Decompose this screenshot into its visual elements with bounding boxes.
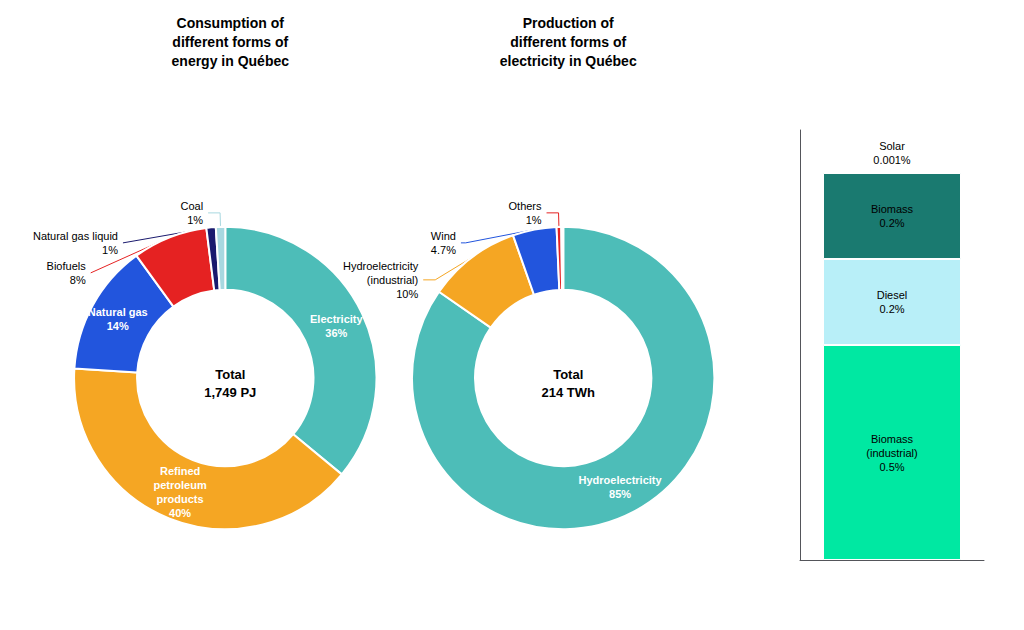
svg-text:Solar: Solar bbox=[879, 140, 905, 152]
svg-text:Consumption of: Consumption of bbox=[177, 15, 285, 31]
svg-text:40%: 40% bbox=[169, 507, 191, 519]
svg-text:Biomass: Biomass bbox=[871, 203, 914, 215]
svg-text:10%: 10% bbox=[396, 288, 418, 300]
svg-text:Production of: Production of bbox=[523, 15, 614, 31]
svg-text:Hydroelectricity: Hydroelectricity bbox=[343, 260, 419, 272]
svg-text:85%: 85% bbox=[609, 488, 631, 500]
svg-text:different forms of: different forms of bbox=[510, 34, 626, 50]
svg-text:Hydroelectricity: Hydroelectricity bbox=[578, 474, 662, 486]
svg-text:14%: 14% bbox=[107, 320, 129, 332]
svg-text:Diesel: Diesel bbox=[877, 289, 908, 301]
svg-text:(industrial): (industrial) bbox=[367, 274, 418, 286]
svg-text:Others: Others bbox=[509, 200, 543, 212]
svg-text:Electricity: Electricity bbox=[310, 313, 363, 325]
svg-text:Natural gas: Natural gas bbox=[88, 306, 148, 318]
svg-text:1%: 1% bbox=[526, 214, 542, 226]
svg-text:Total: Total bbox=[215, 367, 245, 382]
svg-text:1%: 1% bbox=[102, 244, 118, 256]
svg-text:products: products bbox=[157, 493, 204, 505]
svg-text:0.2%: 0.2% bbox=[879, 303, 904, 315]
svg-text:Natural gas liquid: Natural gas liquid bbox=[33, 230, 118, 242]
svg-text:different forms of: different forms of bbox=[172, 34, 288, 50]
svg-text:petroleum: petroleum bbox=[154, 479, 207, 491]
svg-text:4.7%: 4.7% bbox=[431, 244, 456, 256]
svg-text:(industrial): (industrial) bbox=[866, 447, 917, 459]
svg-text:1%: 1% bbox=[187, 214, 203, 226]
svg-text:Total: Total bbox=[553, 367, 583, 382]
svg-text:1,749 PJ: 1,749 PJ bbox=[204, 385, 256, 400]
svg-text:electricity in Québec: electricity in Québec bbox=[500, 53, 637, 69]
svg-text:36%: 36% bbox=[325, 327, 347, 339]
svg-text:Refined: Refined bbox=[160, 465, 200, 477]
svg-text:0.5%: 0.5% bbox=[879, 461, 904, 473]
svg-text:Wind: Wind bbox=[431, 230, 456, 242]
svg-text:214 TWh: 214 TWh bbox=[541, 385, 595, 400]
svg-text:energy in Québec: energy in Québec bbox=[172, 53, 290, 69]
svg-text:Biofuels: Biofuels bbox=[47, 260, 87, 272]
svg-text:8%: 8% bbox=[70, 274, 86, 286]
svg-text:0.001%: 0.001% bbox=[873, 154, 911, 166]
svg-text:0.2%: 0.2% bbox=[879, 217, 904, 229]
svg-text:Biomass: Biomass bbox=[871, 433, 914, 445]
svg-text:Coal: Coal bbox=[180, 200, 203, 212]
